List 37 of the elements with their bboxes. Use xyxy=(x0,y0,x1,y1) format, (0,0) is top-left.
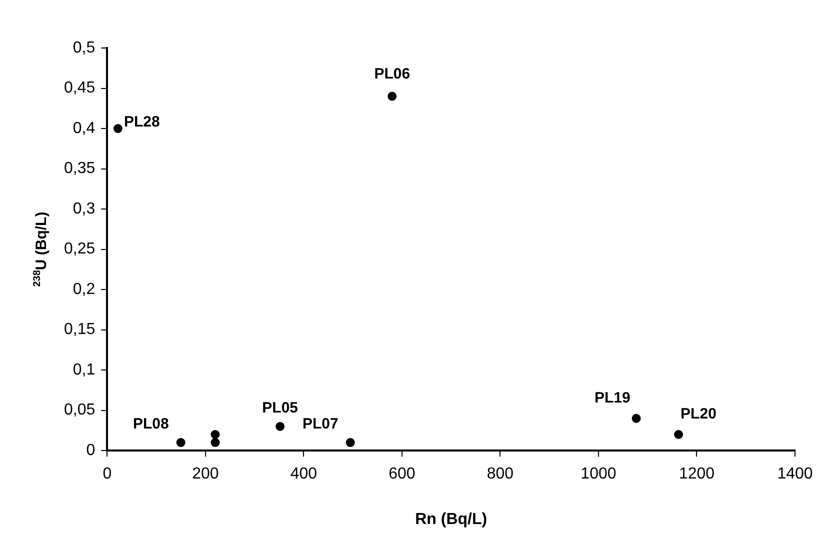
point xyxy=(388,92,397,101)
y-tick-label: 0,45 xyxy=(64,80,96,97)
point xyxy=(346,438,355,448)
annotation: PL20 xyxy=(680,405,716,422)
x-tick-label: 600 xyxy=(388,466,416,483)
x-tick-label: 1400 xyxy=(777,466,813,483)
x-axis-title: Rn (Bq/L) xyxy=(415,510,488,528)
point xyxy=(632,414,641,423)
point xyxy=(210,438,220,448)
point xyxy=(674,430,684,439)
x-tick-label: 1200 xyxy=(678,466,715,483)
y-tick-label: 0,5 xyxy=(72,39,96,56)
point xyxy=(113,124,122,134)
y-tick-label: 0,35 xyxy=(64,160,96,178)
x-tick-label: 0 xyxy=(102,466,112,483)
point xyxy=(210,430,220,439)
point xyxy=(176,438,186,448)
x-tick-label: 1000 xyxy=(580,466,616,483)
y-tick-label: 0,05 xyxy=(64,402,96,419)
annotation: PL08 xyxy=(132,416,169,433)
y-tick-label: 0,1 xyxy=(72,361,96,378)
y-tick-label: 0 xyxy=(86,442,96,460)
annotation: PL28 xyxy=(124,114,160,131)
x-tick-label: 200 xyxy=(192,466,219,483)
y-axis-title: 238U (Bq/L) xyxy=(32,212,50,287)
annotation: PL19 xyxy=(594,389,630,406)
y-tick-label: 0,25 xyxy=(64,240,96,258)
x-tick-label: 800 xyxy=(486,466,514,483)
y-tick-label: 0,3 xyxy=(72,200,96,218)
annotation: PL07 xyxy=(302,416,338,433)
y-tick-label: 0,4 xyxy=(72,120,96,137)
annotation: PL06 xyxy=(374,65,410,82)
y-tick-label: 0,2 xyxy=(72,280,96,298)
x-tick-label: 400 xyxy=(290,466,318,483)
annotation: PL05 xyxy=(262,399,298,416)
y-tick-label: 0,15 xyxy=(64,321,96,338)
point xyxy=(276,422,285,431)
